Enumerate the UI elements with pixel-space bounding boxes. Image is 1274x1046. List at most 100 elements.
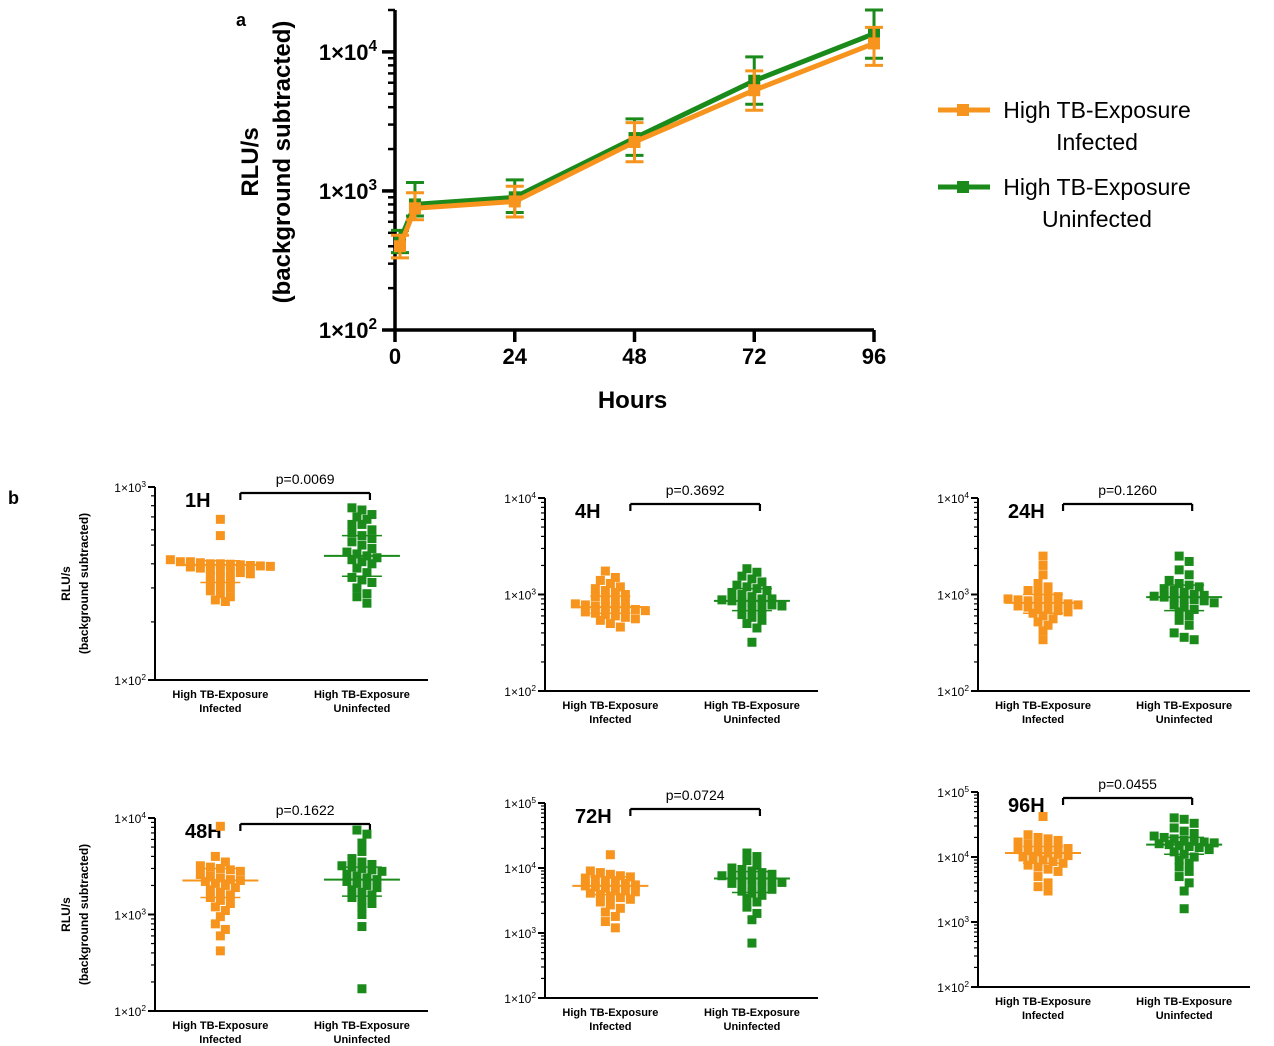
data-point xyxy=(215,946,225,956)
data-point xyxy=(752,908,762,918)
data-point xyxy=(1174,872,1184,882)
data-point xyxy=(742,848,752,858)
y-axis-title: RLU/s xyxy=(59,566,73,601)
data-point xyxy=(215,572,225,582)
data-point xyxy=(347,519,357,529)
data-point xyxy=(1043,604,1053,614)
data-point xyxy=(215,912,225,922)
data-point xyxy=(1189,852,1199,862)
data-point xyxy=(362,873,372,883)
data-point xyxy=(1023,830,1033,840)
data-point xyxy=(1043,886,1053,896)
data-point xyxy=(600,610,610,620)
data-point xyxy=(620,612,630,622)
data-point xyxy=(1048,614,1058,624)
data-point xyxy=(757,875,767,885)
data-point xyxy=(357,922,367,932)
data-point xyxy=(747,592,757,602)
data-point xyxy=(357,984,367,994)
data-point xyxy=(1038,811,1048,821)
data-point xyxy=(1038,570,1048,580)
data-point xyxy=(1184,611,1194,621)
data-point xyxy=(1023,839,1033,849)
data-point xyxy=(367,899,377,909)
data-point xyxy=(1184,556,1194,566)
data-point xyxy=(747,604,757,614)
data-point xyxy=(1169,586,1179,596)
data-point xyxy=(1023,596,1033,606)
data-point xyxy=(352,583,362,593)
data-point xyxy=(347,528,357,538)
time-point-label: 96H xyxy=(1008,795,1045,817)
data-point xyxy=(347,537,357,547)
y-tick-label: 1×105 xyxy=(504,795,536,811)
data-point xyxy=(1033,579,1043,589)
data-point xyxy=(1053,592,1063,602)
data-point xyxy=(605,850,615,860)
data-point xyxy=(225,592,235,602)
data-point xyxy=(357,505,367,515)
data-point xyxy=(342,876,352,886)
data-point xyxy=(1184,570,1194,580)
data-point xyxy=(767,594,777,604)
p-value-label: p=0.0455 xyxy=(1098,776,1157,792)
data-point xyxy=(1199,837,1209,847)
category-label: High TB-Exposure xyxy=(314,689,410,701)
category-label: High TB-Exposure xyxy=(314,1020,410,1032)
data-point xyxy=(590,584,600,594)
data-point xyxy=(600,883,610,893)
scatter-panel-48H: RLU/s (background subtracted) 48H p=0.1622 H… xyxy=(59,802,428,1046)
data-point xyxy=(1194,582,1204,592)
data-point xyxy=(717,871,727,881)
data-point xyxy=(615,582,625,592)
legend-marker xyxy=(957,181,969,193)
data-point xyxy=(615,893,625,903)
legend-label-line2: Uninfected xyxy=(1042,206,1152,232)
data-point xyxy=(225,583,235,593)
data-point xyxy=(215,559,225,569)
x-axis-title: Hours xyxy=(598,387,667,414)
data-point xyxy=(1073,600,1083,610)
data-point xyxy=(362,514,372,524)
data-point xyxy=(600,907,610,917)
data-point xyxy=(1013,845,1023,855)
category-label: High TB-Exposure xyxy=(562,700,658,712)
data-point xyxy=(1189,818,1199,828)
category-label: High TB-Exposure xyxy=(1136,700,1232,712)
data-point xyxy=(595,575,605,585)
data-point xyxy=(215,887,225,897)
data-point xyxy=(220,924,230,934)
data-point xyxy=(215,580,225,590)
data-point xyxy=(357,575,367,585)
data-point xyxy=(757,599,767,609)
data-point xyxy=(590,874,600,884)
data-point xyxy=(757,868,767,878)
data-point xyxy=(1023,846,1033,856)
y-tick-label: 1×103 xyxy=(504,925,536,941)
data-point xyxy=(747,938,757,948)
data-point xyxy=(367,510,377,520)
data-point xyxy=(210,851,220,861)
line-chart-a: 0 24 48 72 96 Hours RLU/s (background subtracte… xyxy=(237,8,1191,414)
data-point xyxy=(590,882,600,892)
data-point xyxy=(362,829,372,839)
data-point xyxy=(610,587,620,597)
data-point xyxy=(1179,886,1189,896)
data-point xyxy=(1189,828,1199,838)
data-point xyxy=(205,586,215,596)
data-point xyxy=(1184,620,1194,630)
data-point xyxy=(585,866,595,876)
data-point xyxy=(742,893,752,903)
data-point xyxy=(367,865,377,875)
time-point-label: 24H xyxy=(1008,501,1045,523)
data-point xyxy=(1013,595,1023,605)
data-point xyxy=(210,919,220,929)
y-tick-label: 1×104 xyxy=(114,810,146,826)
data-point xyxy=(185,562,195,572)
data-point xyxy=(1174,862,1184,872)
y-axis-title: RLU/s xyxy=(59,897,73,932)
data-point xyxy=(1033,832,1043,842)
data-point xyxy=(215,895,225,905)
data-point xyxy=(185,557,195,567)
data-point xyxy=(352,592,362,602)
